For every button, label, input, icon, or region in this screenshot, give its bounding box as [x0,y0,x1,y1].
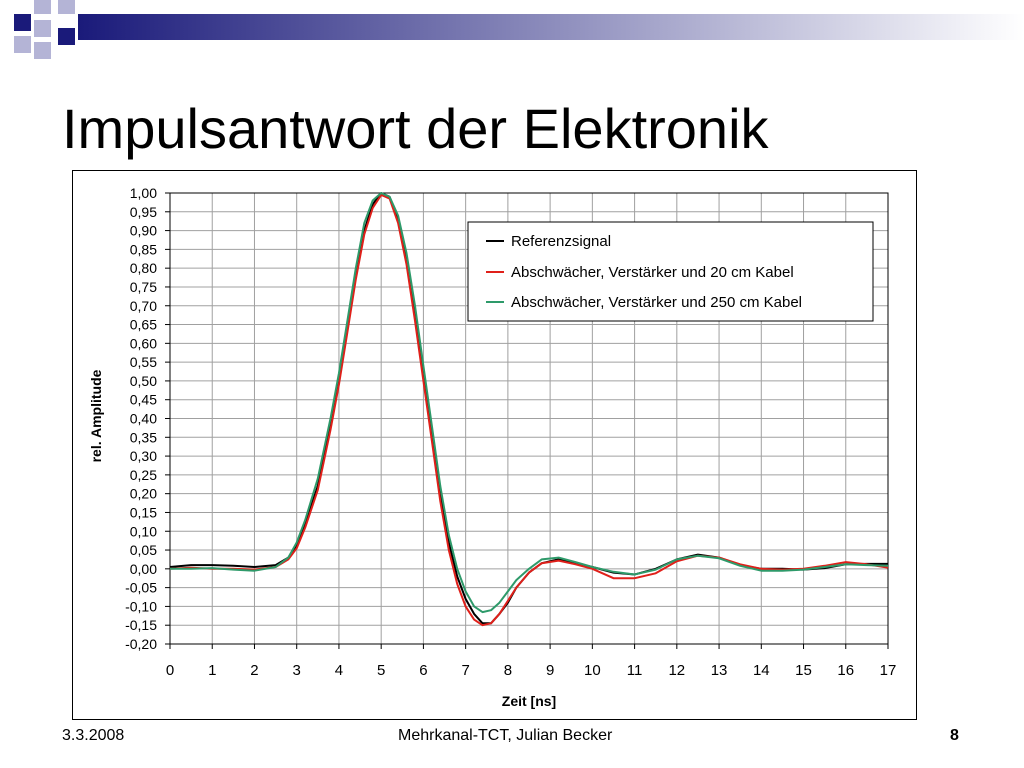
x-tick-label: 13 [711,662,728,679]
footer-date: 3.3.2008 [62,727,125,744]
y-tick-label: 0,35 [130,429,157,445]
y-tick-label: 0,00 [130,561,157,577]
chart-legend: Referenzsignal Abschwächer, Verstärker u… [467,221,874,322]
y-tick-label: 0,80 [130,260,157,276]
deco-square [34,42,51,59]
deco-square [34,20,51,37]
slide-title: Impulsantwort der Elektronik [62,97,769,160]
legend-label-20cm: Abschwächer, Verstärker und 20 cm Kabel [511,264,794,281]
y-tick-label: -0,05 [125,580,157,596]
y-tick-label: 0,15 [130,504,157,520]
series-layer [169,192,889,627]
x-tick-label: 15 [795,662,812,679]
y-tick-label: 1,00 [130,185,157,201]
x-tick-label: 8 [504,662,512,679]
y-tick-label: -0,20 [125,636,157,652]
y-tick-label: 0,95 [130,204,157,220]
y-tick-label: 0,20 [130,486,157,502]
x-tick-label: 3 [293,662,301,679]
y-tick-label: 0,50 [130,373,157,389]
series-line-3 [170,192,889,614]
y-tick-label: -0,10 [125,598,157,614]
y-tick-label: 0,65 [130,317,157,333]
x-tick-label: 5 [377,662,385,679]
legend-label-referenz: Referenzsignal [511,233,611,250]
footer-title: Mehrkanal-TCT, Julian Becker [398,727,613,744]
x-tick-label: 17 [880,662,897,679]
x-tick-label: 10 [584,662,601,679]
x-axis-label: Zeit [ns] [502,693,556,709]
legend-label-250cm: Abschwächer, Verstärker und 250 cm Kabel [511,294,802,311]
y-tick-label: 0,40 [130,411,157,427]
chart-frame: -0,20 -0,15 -0,10 -0,05 0,00 0,05 0,10 0,15 0,20… [72,170,917,720]
y-tick-label: 0,60 [130,335,157,351]
deco-square [34,0,51,14]
plot-area-border [169,192,889,645]
y-tick-label: 0,45 [130,392,157,408]
y-tick-label: 0,30 [130,448,157,464]
x-tick-label: 14 [753,662,770,679]
x-tick-label: 4 [335,662,343,679]
page-number: 8 [950,727,959,744]
y-tick-label: 0,90 [130,223,157,239]
deco-square [14,14,31,31]
x-tick-label: 9 [546,662,554,679]
x-tick-label: 2 [250,662,258,679]
gradient-bar [78,14,1024,40]
x-tick-label: 7 [461,662,469,679]
y-tick-label: 0,10 [130,523,157,539]
x-tick-label: 1 [208,662,216,679]
axis-layer: -0,20 -0,15 -0,10 -0,05 0,00 0,05 0,10 0,15 0,20… [125,185,896,679]
y-axis-label: rel. Amplitude [88,369,104,462]
x-tick-label: 12 [668,662,685,679]
y-tick-label: 0,25 [130,467,157,483]
legend-box [467,221,874,322]
x-tick-label: 16 [837,662,854,679]
slide-decoration [14,0,1024,59]
deco-square [58,28,75,45]
impulse-response-chart: -0,20 -0,15 -0,10 -0,05 0,00 0,05 0,10 0,15 0,20… [88,185,896,709]
y-tick-label: 0,75 [130,279,157,295]
y-tick-label: -0,15 [125,617,157,633]
x-tick-label: 11 [627,662,643,679]
y-tick-label: 0,55 [130,354,157,370]
deco-square [14,36,31,53]
y-tick-label: 0,70 [130,298,157,314]
deco-square [58,0,75,14]
y-tick-label: 0,05 [130,542,157,558]
y-tick-label: 0,85 [130,241,157,257]
x-tick-label: 0 [166,662,174,679]
x-tick-label: 6 [419,662,427,679]
